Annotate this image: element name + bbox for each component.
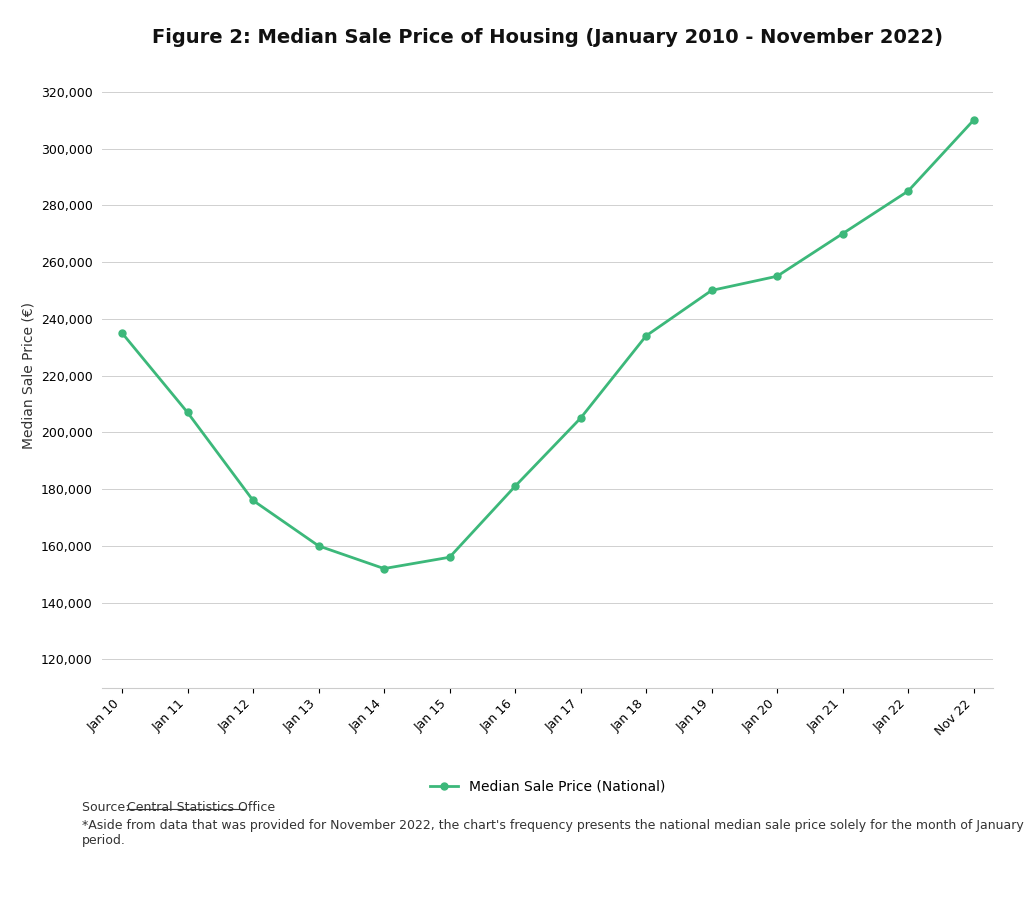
Title: Figure 2: Median Sale Price of Housing (January 2010 - November 2022): Figure 2: Median Sale Price of Housing (…: [153, 27, 943, 46]
Y-axis label: Median Sale Price (€): Median Sale Price (€): [22, 302, 35, 449]
Text: _________________________: _________________________: [127, 805, 233, 814]
Legend: Median Sale Price (National): Median Sale Price (National): [425, 775, 671, 799]
Text: *Aside from data that was provided for November 2022, the chart's frequency pres: *Aside from data that was provided for N…: [82, 819, 1024, 847]
Text: Source:: Source:: [82, 801, 133, 814]
Text: Central Statistics Office: Central Statistics Office: [127, 801, 275, 814]
